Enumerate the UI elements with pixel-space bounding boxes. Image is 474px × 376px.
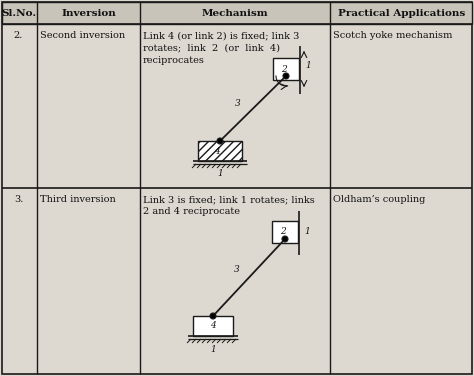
- Text: Second inversion: Second inversion: [40, 31, 125, 40]
- Text: Link 4 (or link 2) is fixed; link 3
rotates;  link  2  (or  link  4)
reciprocate: Link 4 (or link 2) is fixed; link 3 rota…: [143, 31, 300, 65]
- Bar: [198, 141, 242, 161]
- Text: 1: 1: [304, 227, 310, 237]
- Text: 3: 3: [234, 265, 240, 274]
- Bar: [272, 221, 298, 243]
- Text: Third inversion: Third inversion: [40, 195, 116, 204]
- Text: 1: 1: [210, 344, 216, 353]
- Text: 2: 2: [281, 65, 287, 73]
- Text: 2.: 2.: [14, 31, 23, 40]
- Text: Sl.No.: Sl.No.: [1, 9, 36, 18]
- Text: Oldham’s coupling: Oldham’s coupling: [333, 195, 425, 204]
- Text: 4: 4: [214, 147, 220, 156]
- Circle shape: [282, 236, 288, 242]
- Text: Practical Applications: Practical Applications: [338, 9, 465, 18]
- Text: 4: 4: [210, 321, 216, 331]
- Text: 3: 3: [235, 99, 241, 108]
- Text: 1: 1: [217, 170, 223, 179]
- Circle shape: [217, 138, 223, 144]
- Text: 1: 1: [305, 62, 311, 71]
- Text: Link 3 is fixed; link 1 rotates; links
2 and 4 reciprocate: Link 3 is fixed; link 1 rotates; links 2…: [143, 195, 315, 217]
- Bar: [193, 316, 233, 336]
- Circle shape: [210, 313, 216, 319]
- Text: Mechanism: Mechanism: [202, 9, 268, 18]
- Text: Scotch yoke mechanism: Scotch yoke mechanism: [333, 31, 452, 40]
- Text: 2: 2: [280, 227, 286, 237]
- Bar: [2, 2, 472, 24]
- Text: 3.: 3.: [14, 195, 23, 204]
- Circle shape: [283, 73, 289, 79]
- Bar: [273, 58, 299, 80]
- Text: Inversion: Inversion: [61, 9, 116, 18]
